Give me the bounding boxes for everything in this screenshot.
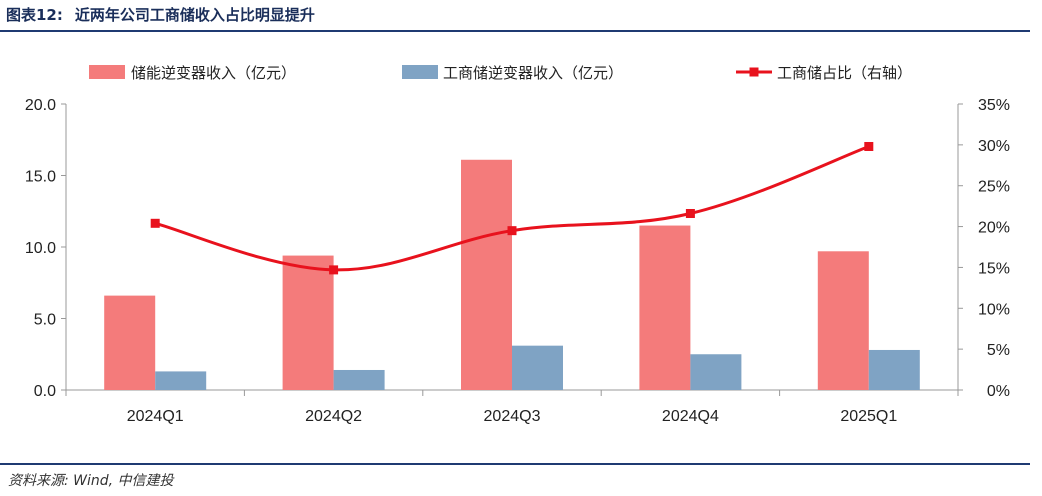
legend-swatch-storage <box>89 65 125 79</box>
ci-storage-inverter-bar <box>690 354 742 390</box>
bars <box>104 159 920 390</box>
x-tick-label: 2024Q1 <box>127 408 184 425</box>
ratio-point <box>150 218 160 228</box>
x-tick-label: 2025Q1 <box>840 408 897 425</box>
source-note: 资料来源: Wind, 中信建投 <box>8 473 174 489</box>
storage-inverter-bar <box>282 255 334 390</box>
x-tick-label: 2024Q3 <box>484 408 541 425</box>
axes: 0.0 5.0 10.0 15.0 20.0 0% 5% 10% 15% 20% 25% 30% 35%… <box>25 97 1010 425</box>
legend-swatch-ratio-marker <box>749 67 759 77</box>
right-tick-label: 10% <box>978 301 1010 318</box>
left-tick-label: 5.0 <box>34 312 56 329</box>
figure-number: 图表12: <box>6 6 63 24</box>
figure-title: 图表12: 近两年公司工商储收入占比明显提升 <box>6 4 315 25</box>
bottom-rule <box>0 463 1030 465</box>
legend-swatch-ci <box>402 65 438 79</box>
ci-storage-inverter-bar <box>333 369 385 390</box>
storage-inverter-bar <box>461 159 512 390</box>
right-tick-label: 35% <box>978 97 1010 114</box>
legend-label-storage: 储能逆变器收入（亿元） <box>131 64 296 82</box>
right-tick-label: 5% <box>987 342 1010 359</box>
right-tick-label: 0% <box>987 383 1010 400</box>
top-rule <box>0 30 1030 32</box>
ci-storage-inverter-bar <box>512 345 563 390</box>
ratio-point <box>685 208 695 218</box>
storage-inverter-bar <box>639 225 691 390</box>
left-tick-label: 10.0 <box>25 240 56 257</box>
legend-label-ci: 工商储逆变器收入（亿元） <box>443 64 623 82</box>
left-tick-label: 15.0 <box>25 169 56 186</box>
right-tick-label: 25% <box>978 179 1010 196</box>
ci-storage-inverter-bar <box>155 371 207 390</box>
ratio-point <box>864 141 874 151</box>
legend: 储能逆变器收入（亿元） 工商储逆变器收入（亿元） 工商储占比（右轴） <box>89 64 912 82</box>
storage-inverter-bar <box>817 251 869 390</box>
right-tick-label: 15% <box>978 260 1010 277</box>
ratio-line <box>150 141 874 275</box>
x-tick-label: 2024Q4 <box>662 408 719 425</box>
ratio-point <box>329 265 339 275</box>
left-tick-label: 0.0 <box>34 383 56 400</box>
left-tick-label: 20.0 <box>25 97 56 114</box>
ratio-point <box>507 226 517 236</box>
figure-title-text: 近两年公司工商储收入占比明显提升 <box>74 6 315 24</box>
right-tick-label: 20% <box>978 220 1010 237</box>
legend-label-ratio: 工商储占比（右轴） <box>777 64 912 82</box>
ci-storage-inverter-bar <box>868 349 920 390</box>
storage-inverter-bar <box>104 295 156 390</box>
x-tick-label: 2024Q2 <box>305 408 362 425</box>
right-tick-label: 30% <box>978 138 1010 155</box>
